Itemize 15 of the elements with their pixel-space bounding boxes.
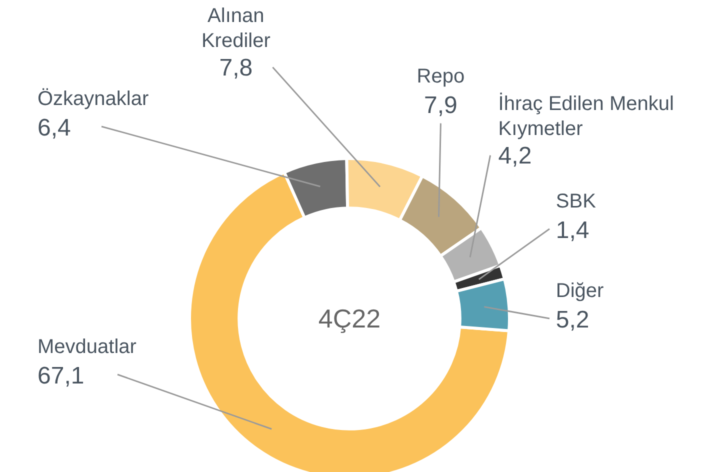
slice-label: Repo bbox=[416, 66, 465, 88]
data-label: 5,2 bbox=[556, 306, 590, 334]
data-label: 1,4 bbox=[556, 217, 590, 244]
data-label: 7,8 bbox=[219, 54, 253, 82]
text: 4Ç22 bbox=[318, 304, 381, 334]
slice-label: Diğer bbox=[556, 280, 604, 302]
data-label: 67,1 bbox=[38, 362, 84, 390]
slice-label: İhraç Edilen Menkul Kıymetler bbox=[498, 92, 674, 140]
slice-label: Özkaynaklar bbox=[38, 88, 149, 110]
data-label: 4,2 bbox=[498, 142, 532, 170]
data-label: 6,4 bbox=[38, 114, 71, 142]
slice-label: SBK bbox=[556, 190, 597, 212]
data-label: 7,9 bbox=[424, 92, 458, 120]
slice-label: Mevduatlar bbox=[38, 336, 137, 358]
slice-label: Alınan Krediler bbox=[201, 4, 271, 52]
